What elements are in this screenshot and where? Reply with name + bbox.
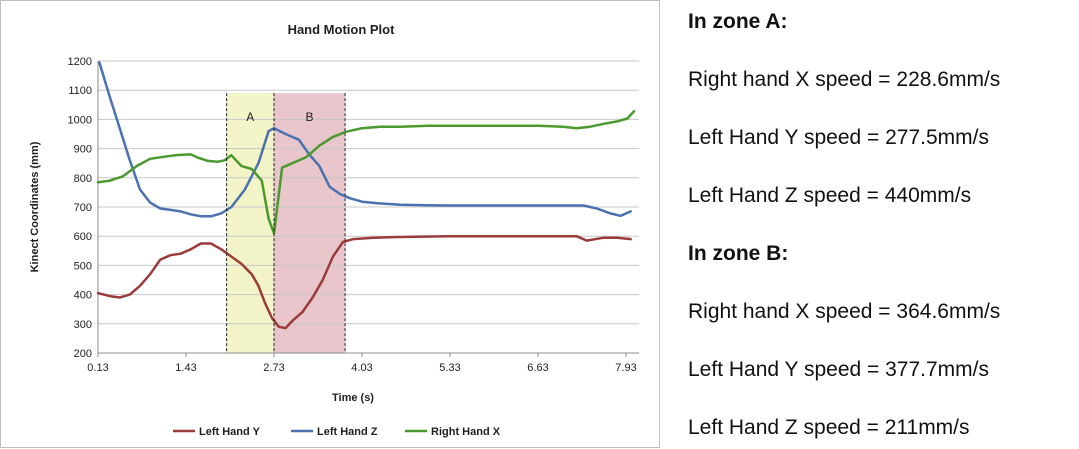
zones-layer: [226, 93, 346, 354]
zone-a-label: A: [246, 110, 254, 124]
x-tick-label-3: 4.03: [351, 362, 372, 374]
zone-b-region: [274, 93, 346, 354]
y-tick-label-600: 600: [74, 231, 92, 243]
grid-layer: [98, 60, 639, 354]
legend-label-left-hand-z: Left Hand Z: [317, 426, 378, 438]
legend-layer: Left Hand Y Left Hand Z Right Hand X: [173, 426, 501, 438]
series-line-left-hand-y: [96, 234, 632, 330]
y-tick-label-900: 900: [74, 144, 92, 156]
x-axis-label: Time (s): [332, 392, 374, 404]
zone-b-left-hand-y-speed: Left Hand Y speed = 377.7mm/s: [688, 358, 990, 381]
legend-label-right-hand-x: Right Hand X: [431, 426, 501, 438]
hand-motion-chart: Hand Motion Plot 200 300 400 500 600 700 800 900…: [29, 22, 639, 438]
zone-b-right-hand-x-speed: Right hand X speed = 364.6mm/s: [688, 300, 1001, 323]
y-tick-label-1000: 1000: [68, 114, 92, 126]
series-line-right-hand-x: [96, 109, 636, 235]
y-tick-label-400: 400: [74, 290, 92, 302]
zone-a-left-hand-y-speed: Left Hand Y speed = 277.5mm/s: [688, 126, 990, 149]
zone-a-heading: In zone A:: [688, 10, 788, 33]
axis-layer: [97, 61, 639, 357]
x-tick-label-4: 5.33: [439, 362, 460, 374]
y-tick-label-200: 200: [74, 348, 92, 360]
zone-b-left-hand-z-speed: Left Hand Z speed = 211mm/s: [688, 416, 970, 439]
y-tick-label-500: 500: [74, 260, 92, 272]
legend-label-left-hand-y: Left Hand Y: [199, 426, 261, 438]
x-tick-label-5: 6.63: [527, 362, 548, 374]
zone-a-right-hand-x-speed: Right hand X speed = 228.6mm/s: [688, 68, 1001, 91]
y-tick-label-1200: 1200: [68, 56, 92, 68]
labels-layer: Hand Motion Plot 200 300 400 500 600 700 800 900…: [29, 22, 637, 404]
y-tick-label-300: 300: [74, 319, 92, 331]
series-line-left-hand-z: [98, 61, 632, 218]
zone-a-left-hand-z-speed: Left Hand Z speed = 440mm/s: [688, 184, 972, 207]
y-tick-label-800: 800: [74, 173, 92, 185]
x-tick-label-2: 2.73: [263, 362, 284, 374]
chart-panel: Hand Motion Plot 200 300 400 500 600 700 800 900…: [0, 0, 660, 448]
zone-b-heading: In zone B:: [688, 242, 789, 265]
x-tick-label-0: 0.13: [87, 362, 108, 374]
y-tick-label-700: 700: [74, 202, 92, 214]
speed-summary-panel: In zone A: Right hand X speed = 228.6mm/…: [684, 0, 1079, 448]
x-tick-label-1: 1.43: [175, 362, 196, 374]
y-tick-label-1100: 1100: [68, 85, 92, 97]
zone-b-label: B: [306, 110, 314, 124]
x-tick-label-6: 7.93: [615, 362, 636, 374]
chart-title: Hand Motion Plot: [288, 22, 396, 37]
y-axis-label: Kinect Coordinates (mm): [29, 141, 41, 272]
series-layer: [96, 61, 636, 330]
zone-a-region: [226, 93, 274, 354]
